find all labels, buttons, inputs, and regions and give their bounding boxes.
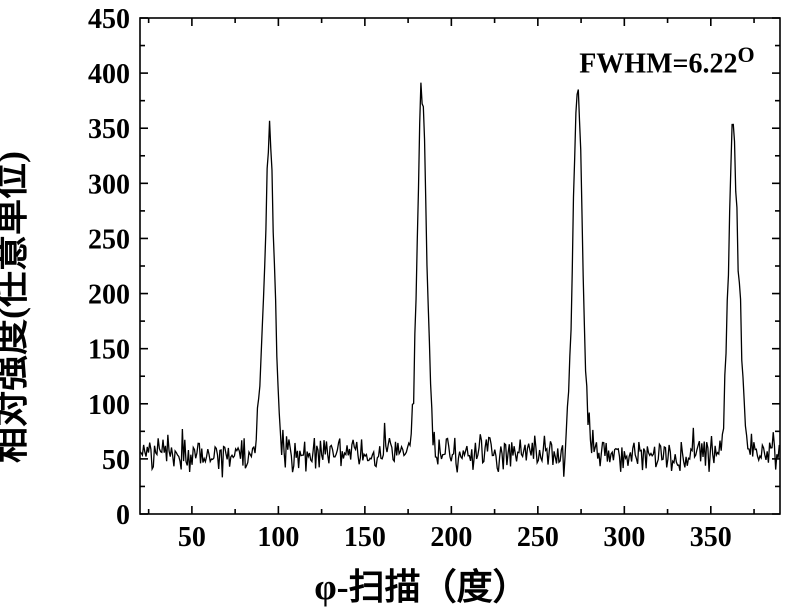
y-tick-label: 200 [88, 280, 130, 311]
x-tick-label: 150 [344, 522, 386, 553]
fwhm-annotation: FWHM=6.22O [579, 42, 754, 80]
y-tick-label: 300 [88, 169, 130, 200]
y-tick-label: 150 [88, 335, 130, 366]
plot-area: 50 100 150 200 250 300 350 0 50 100 150 200 250 300 35… [0, 0, 800, 614]
x-tick-label: 350 [690, 522, 732, 553]
x-tick-label: 100 [257, 522, 299, 553]
x-tick-label: 250 [517, 522, 559, 553]
x-tick-label: 50 [178, 522, 206, 553]
phi-scan-chart: 相对强度(任意单位) φ-扫描（度） 501001502002503003500… [0, 0, 800, 614]
data-curve [140, 83, 779, 478]
x-tick-label: 300 [603, 522, 645, 553]
y-tick-label: 50 [102, 445, 130, 476]
y-tick-label: 450 [88, 4, 130, 35]
y-tick-label: 400 [88, 59, 130, 90]
x-tick-label: 200 [430, 522, 472, 553]
degree-symbol: O [737, 42, 754, 67]
y-tick-label: 0 [116, 500, 130, 531]
y-tick-label: 100 [88, 390, 130, 421]
fwhm-text: FWHM=6.22 [579, 48, 737, 79]
y-tick-label: 250 [88, 224, 130, 255]
y-tick-label: 350 [88, 114, 130, 145]
